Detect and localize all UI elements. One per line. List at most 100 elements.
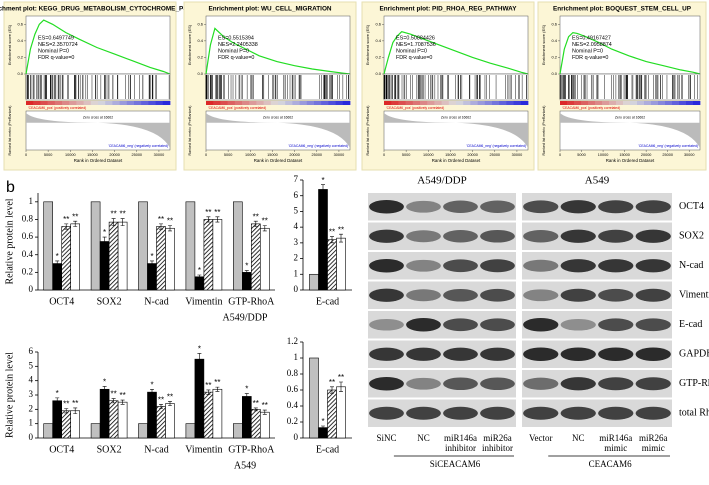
significance-mark: **	[262, 401, 268, 410]
rank-strip	[47, 101, 56, 105]
blot-band	[406, 259, 441, 272]
rank-strip	[595, 101, 603, 105]
rank-frame	[25, 110, 171, 151]
protein-label: N-cad	[679, 260, 703, 271]
rank-strip	[651, 101, 659, 105]
annotation: Zero cross at 16662	[263, 116, 293, 120]
significance-mark: **	[253, 399, 259, 408]
annotation: 'CEACAM6_neg' (negatively correlated)	[638, 144, 698, 148]
rank-strip	[665, 101, 673, 105]
blot-band	[443, 377, 478, 391]
rank-strip	[292, 101, 300, 105]
blot-band	[635, 229, 671, 243]
significance-mark: **	[167, 393, 173, 402]
blot-band	[560, 318, 596, 331]
x-tick-label: 0	[25, 153, 27, 157]
bar	[309, 357, 319, 439]
rank-strip	[484, 101, 493, 105]
rank-strip	[126, 101, 135, 105]
error-bar	[206, 216, 211, 223]
rank-strip	[441, 101, 450, 105]
lane-label: miR26a inhibitor	[482, 433, 513, 453]
plot-title: Enrichment plot: WU_CELL_MIGRATION	[208, 6, 331, 13]
y-tick-label: 3	[294, 237, 299, 247]
blot-band	[369, 406, 404, 420]
rank-strip	[62, 101, 70, 105]
y-tick-label: 4	[29, 375, 34, 385]
significance-mark: *	[150, 252, 153, 261]
y-tick-label: 0.6	[551, 21, 557, 26]
error-bar	[120, 399, 125, 405]
lane-label: Vector	[529, 433, 553, 443]
bar	[70, 410, 80, 439]
y-tick-label: 1.2	[287, 336, 298, 346]
bar	[242, 396, 252, 439]
y-tick-label: 1	[294, 352, 299, 362]
rank-strip	[263, 101, 272, 105]
error-bar	[215, 216, 220, 223]
rank-strip	[477, 101, 486, 105]
rank-strip	[434, 101, 442, 105]
blot-band	[443, 347, 478, 361]
y-tick-label: 3	[29, 389, 34, 399]
x-tick-label: 5000	[224, 153, 232, 157]
blot-band	[560, 406, 596, 420]
bar	[165, 403, 175, 439]
x-tick-label: 15000	[445, 153, 456, 157]
rank-strip	[623, 101, 631, 105]
protein-label: total RhoA	[679, 408, 709, 419]
x-tick-label: GTP-RhoA	[228, 296, 275, 307]
rank-strip	[270, 101, 279, 105]
y-tick-label: 6	[294, 190, 299, 200]
x-axis-label: Rank in Ordered Dataset	[432, 158, 481, 163]
annotation: 'CEACAM6_pos' (positively correlated)	[562, 106, 620, 110]
rank-strip	[119, 101, 128, 105]
rank-strip	[314, 101, 322, 105]
protein-label: GAPDH	[679, 349, 709, 360]
rank-strip	[644, 101, 652, 105]
blot-band	[635, 200, 671, 214]
x-tick-label: 30000	[512, 153, 523, 157]
x-tick-label: GTP-RhoA	[228, 444, 275, 455]
blot-band	[369, 288, 404, 302]
significance-mark: **	[214, 208, 220, 217]
error-bar	[150, 260, 154, 267]
y-axis-label: Ranked list metric (PreRanked)	[366, 106, 370, 156]
y-tick-label: 0.2	[17, 54, 23, 59]
y-tick-label: 0	[294, 284, 299, 294]
bar	[138, 201, 148, 291]
stat-text: NES=2.0958874	[572, 42, 612, 48]
blot-title: A549	[585, 175, 610, 187]
rank-strip	[693, 101, 701, 105]
x-tick-label: 30000	[334, 153, 345, 157]
y-tick-label: 0.8	[22, 214, 34, 224]
y-axis-label: Ranked list metric (PreRanked)	[188, 106, 192, 156]
blot-band	[523, 200, 559, 214]
rank-strip	[335, 101, 344, 105]
lane-label: miR146a inhibitor	[444, 433, 477, 453]
rank-strip	[448, 101, 457, 105]
error-bar	[197, 353, 202, 366]
bar	[327, 239, 337, 291]
annotation: 'CEACAM6_neg' (negatively correlated)	[466, 144, 526, 148]
error-bar	[168, 225, 172, 232]
bar	[327, 389, 337, 439]
blot-band	[443, 406, 478, 420]
bar	[108, 221, 119, 291]
x-tick-label: 10000	[423, 153, 434, 157]
rank-strip	[412, 101, 421, 105]
es-frame	[205, 15, 351, 75]
significance-mark: **	[72, 212, 78, 221]
y-axis-label: Enrichment score (ES)	[187, 24, 192, 65]
bar	[259, 227, 270, 291]
x-axis-label: Rank in Ordered Dataset	[74, 158, 123, 163]
blot-band	[598, 347, 634, 361]
x-tick-label: SOX2	[97, 296, 122, 307]
blot-band	[598, 200, 634, 214]
barcode-frame	[559, 73, 701, 101]
group-label: SiCEACAM6	[430, 459, 481, 469]
significance-mark: *	[245, 262, 248, 271]
rank-strip	[499, 101, 507, 105]
significance-mark: **	[338, 373, 344, 382]
rank-strip	[26, 101, 34, 105]
